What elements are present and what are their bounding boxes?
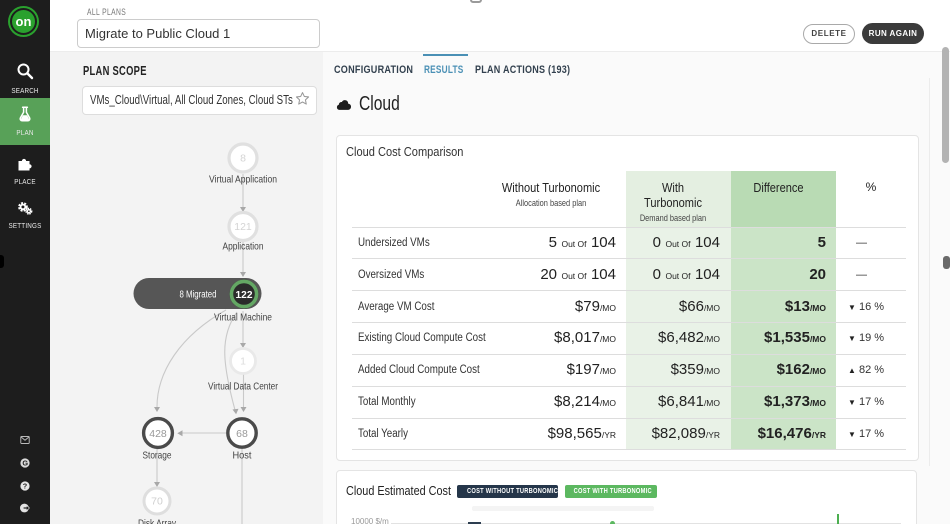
svg-text:Storage: Storage: [143, 450, 172, 462]
svg-text:68: 68: [236, 428, 248, 440]
svg-text:Disk Array: Disk Array: [138, 518, 177, 524]
svg-text:Virtual Application: Virtual Application: [209, 174, 277, 186]
svg-text:G: G: [22, 459, 28, 468]
svg-text:1: 1: [240, 356, 246, 368]
svg-text:122: 122: [236, 290, 253, 301]
svg-text:70: 70: [151, 496, 163, 508]
svg-text:8: 8: [240, 153, 246, 165]
svg-text:121: 121: [234, 221, 252, 233]
svg-text:8 Migrated: 8 Migrated: [180, 290, 217, 301]
svg-text:Host: Host: [233, 450, 252, 462]
svg-text:428: 428: [149, 428, 167, 440]
svg-text:Virtual Machine: Virtual Machine: [214, 312, 272, 324]
svg-text:Application: Application: [223, 241, 264, 253]
svg-text:Virtual Data Center: Virtual Data Center: [208, 381, 278, 393]
svg-text:?: ?: [23, 481, 28, 490]
